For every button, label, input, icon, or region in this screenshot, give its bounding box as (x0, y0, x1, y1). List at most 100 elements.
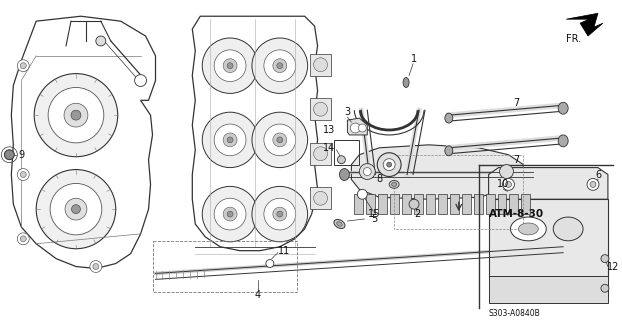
Text: 8: 8 (376, 174, 383, 184)
Ellipse shape (383, 159, 395, 171)
Ellipse shape (377, 153, 401, 177)
Ellipse shape (503, 179, 514, 190)
Ellipse shape (334, 220, 345, 228)
Text: 12: 12 (606, 261, 619, 271)
Ellipse shape (340, 169, 350, 180)
Ellipse shape (445, 146, 453, 156)
Text: 7: 7 (513, 155, 519, 165)
Text: 4: 4 (255, 290, 261, 300)
Ellipse shape (50, 183, 102, 235)
Ellipse shape (71, 110, 81, 120)
Text: ATM-8-30: ATM-8-30 (489, 209, 544, 219)
Text: 6: 6 (595, 170, 601, 180)
Ellipse shape (313, 58, 328, 72)
Text: 11: 11 (277, 246, 290, 256)
Text: 1: 1 (411, 54, 417, 64)
Ellipse shape (252, 112, 308, 168)
Ellipse shape (337, 222, 342, 226)
Text: FR.: FR. (566, 34, 582, 44)
Text: S303-A0840B: S303-A0840B (489, 308, 541, 317)
Polygon shape (489, 276, 608, 303)
Ellipse shape (202, 186, 258, 242)
Bar (394, 155, 523, 229)
Ellipse shape (227, 211, 233, 217)
Text: 10: 10 (498, 180, 509, 189)
Ellipse shape (4, 150, 14, 160)
Ellipse shape (313, 102, 328, 116)
Polygon shape (489, 199, 608, 278)
Bar (521, 194, 531, 214)
Ellipse shape (214, 198, 246, 230)
Polygon shape (348, 118, 368, 135)
Ellipse shape (506, 181, 511, 188)
Ellipse shape (360, 164, 375, 180)
Ellipse shape (227, 63, 233, 69)
Ellipse shape (17, 233, 29, 245)
Ellipse shape (511, 217, 546, 241)
Bar (310, 188, 332, 209)
Ellipse shape (214, 124, 246, 156)
Bar (498, 194, 506, 214)
Ellipse shape (17, 60, 29, 72)
Text: 13: 13 (323, 125, 336, 135)
Ellipse shape (553, 217, 583, 241)
Ellipse shape (358, 124, 366, 132)
Bar (450, 194, 459, 214)
Ellipse shape (17, 169, 29, 180)
Bar (152, 241, 297, 292)
Text: 2: 2 (414, 209, 420, 219)
Ellipse shape (223, 207, 237, 221)
Ellipse shape (273, 133, 287, 147)
Ellipse shape (313, 191, 328, 205)
Bar (378, 194, 387, 214)
Ellipse shape (202, 38, 258, 93)
Ellipse shape (387, 162, 392, 167)
Ellipse shape (350, 123, 360, 133)
Ellipse shape (90, 260, 102, 272)
Ellipse shape (338, 156, 345, 164)
Ellipse shape (252, 38, 308, 93)
Text: 15: 15 (368, 209, 381, 219)
Ellipse shape (590, 181, 596, 188)
Ellipse shape (277, 63, 283, 69)
Ellipse shape (34, 74, 118, 157)
Ellipse shape (264, 50, 295, 82)
Ellipse shape (96, 36, 106, 46)
Polygon shape (11, 16, 156, 268)
Bar (486, 194, 494, 214)
Bar (509, 194, 518, 214)
Bar (402, 194, 411, 214)
Ellipse shape (72, 205, 80, 213)
Bar (414, 194, 423, 214)
Ellipse shape (223, 133, 237, 147)
Ellipse shape (134, 75, 147, 86)
Bar (474, 194, 483, 214)
Ellipse shape (48, 87, 104, 143)
Ellipse shape (264, 198, 295, 230)
Ellipse shape (587, 179, 599, 190)
Bar (426, 194, 435, 214)
Bar (310, 98, 332, 120)
Polygon shape (566, 13, 603, 36)
Ellipse shape (64, 103, 88, 127)
Ellipse shape (273, 207, 287, 221)
Ellipse shape (389, 180, 399, 188)
Ellipse shape (93, 264, 99, 269)
Ellipse shape (277, 137, 283, 143)
Ellipse shape (558, 102, 568, 114)
Ellipse shape (202, 112, 258, 168)
Ellipse shape (277, 211, 283, 217)
Ellipse shape (266, 260, 274, 268)
Text: 3: 3 (345, 107, 350, 117)
Text: 7: 7 (513, 98, 519, 108)
Ellipse shape (264, 124, 295, 156)
Bar (390, 194, 399, 214)
Ellipse shape (21, 63, 26, 69)
Bar (310, 54, 332, 76)
Ellipse shape (403, 77, 409, 87)
Polygon shape (489, 168, 608, 199)
Polygon shape (351, 145, 523, 199)
Text: 14: 14 (323, 143, 336, 153)
Ellipse shape (65, 198, 87, 220)
Ellipse shape (558, 135, 568, 147)
